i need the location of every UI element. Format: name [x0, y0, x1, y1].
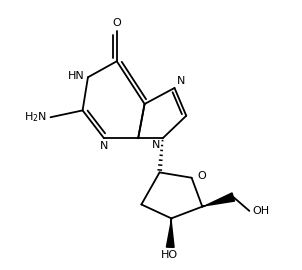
Text: O: O	[112, 18, 121, 28]
Text: N: N	[177, 76, 185, 86]
Polygon shape	[202, 193, 235, 207]
Text: N: N	[100, 141, 109, 151]
Text: H$_2$N: H$_2$N	[24, 110, 47, 124]
Text: HO: HO	[161, 251, 178, 261]
Text: N: N	[152, 140, 161, 150]
Polygon shape	[166, 218, 174, 247]
Text: HN: HN	[68, 70, 85, 80]
Text: O: O	[197, 171, 206, 181]
Text: OH: OH	[252, 206, 270, 216]
